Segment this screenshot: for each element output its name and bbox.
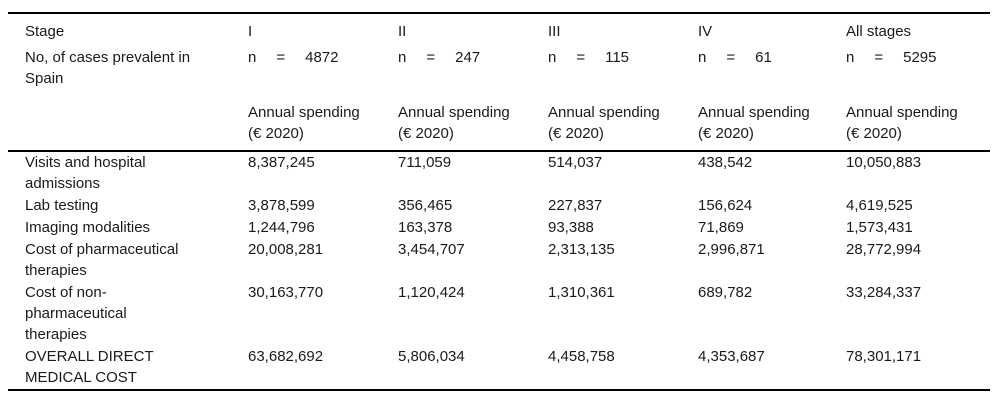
cell-value: 30,163,770 [248,284,324,301]
cell-value: 93,388 [548,219,594,236]
table-row-non-pharma: Cost of non- pharmaceutical therapies 30… [8,282,990,346]
spending-label-2: Annual spending (€ 2020) [398,96,548,152]
cell-value: 1,310,361 [548,284,615,301]
cases-col-5: n = 5295 [846,47,990,96]
equals-sign: = [726,49,736,66]
row-label: Cost of pharmaceutical therapies [25,241,179,279]
equals-sign: = [276,49,286,66]
table-row-pharma: Cost of pharmaceutical therapies 20,008,… [8,239,990,282]
stage-header-row: Stage I II III IV All stages [8,13,990,47]
spending-header-spacer [8,96,248,152]
table-row-visits: Visits and hospital admissions 8,387,245… [8,151,990,195]
equals-sign: = [576,49,586,66]
spending-header-row: Annual spending (€ 2020) Annual spending… [8,96,990,152]
n-value: 61 [755,49,772,66]
n-label: n [698,49,707,66]
n-value: 115 [605,49,630,66]
cell-value: 163,378 [398,219,453,236]
spending-label-3: Annual spending (€ 2020) [548,96,698,152]
cell-value: 3,878,599 [248,197,315,214]
table-row-lab-testing: Lab testing 3,878,599 356,465 227,837 15… [8,195,990,217]
cost-by-stage-table: Stage I II III IV All stages No, of case… [8,12,990,391]
cell-value: 5,806,034 [398,348,465,365]
cases-header-row: No, of cases prevalent in Spain n = 4872… [8,47,990,96]
n-value: 247 [455,49,481,66]
cell-value: 1,573,431 [846,219,913,236]
cell-value: 63,682,692 [248,348,324,365]
cell-value: 2,996,871 [698,241,765,258]
cell-value: 514,037 [548,154,603,171]
cell-value: 20,008,281 [248,241,324,258]
n-value: 5295 [903,49,937,66]
stage-col-5: All stages [846,23,912,40]
n-label: n [248,49,257,66]
row-label: Lab testing [25,197,99,214]
n-label: n [398,49,407,66]
n-label: n [548,49,557,66]
cell-value: 33,284,337 [846,284,922,301]
cell-value: 78,301,171 [846,348,922,365]
cases-col-3: n = 115 [548,47,698,96]
spending-label-5: Annual spending (€ 2020) [846,96,990,152]
cases-col-4: n = 61 [698,47,846,96]
cell-value: 4,458,758 [548,348,615,365]
cell-value: 28,772,994 [846,241,922,258]
cell-value: 438,542 [698,154,753,171]
stage-col-4: IV [698,23,713,40]
cell-value: 1,120,424 [398,284,465,301]
stage-col-2: II [398,23,407,40]
cell-value: 4,619,525 [846,197,913,214]
cell-value: 2,313,135 [548,241,615,258]
spending-label-1: Annual spending (€ 2020) [248,96,398,152]
cases-col-2: n = 247 [398,47,548,96]
cell-value: 3,454,707 [398,241,465,258]
table-row-overall-total: OVERALL DIRECT MEDICAL COST 63,682,692 5… [8,346,990,390]
row-label: Imaging modalities [25,219,151,236]
cell-value: 156,624 [698,197,753,214]
stage-col-3: III [548,23,561,40]
row-label: Visits and hospital admissions [25,154,146,192]
cell-value: 356,465 [398,197,453,214]
cases-col-1: n = 4872 [248,47,398,96]
equals-sign: = [874,49,884,66]
stage-header-label: Stage [25,23,65,40]
equals-sign: = [426,49,436,66]
cell-value: 1,244,796 [248,219,315,236]
cell-value: 4,353,687 [698,348,765,365]
cell-value: 227,837 [548,197,603,214]
cases-header-label: No, of cases prevalent in Spain [25,49,191,87]
cell-value: 689,782 [698,284,753,301]
cell-value: 8,387,245 [248,154,315,171]
n-label: n [846,49,855,66]
spending-label-4: Annual spending (€ 2020) [698,96,846,152]
n-value: 4872 [305,49,339,66]
cell-value: 711,059 [398,154,452,171]
table-row-imaging: Imaging modalities 1,244,796 163,378 93,… [8,217,990,239]
cell-value: 10,050,883 [846,154,922,171]
cell-value: 71,869 [698,219,744,236]
stage-col-1: I [248,23,253,40]
row-label: OVERALL DIRECT MEDICAL COST [25,348,154,386]
row-label: Cost of non- pharmaceutical therapies [25,284,127,343]
